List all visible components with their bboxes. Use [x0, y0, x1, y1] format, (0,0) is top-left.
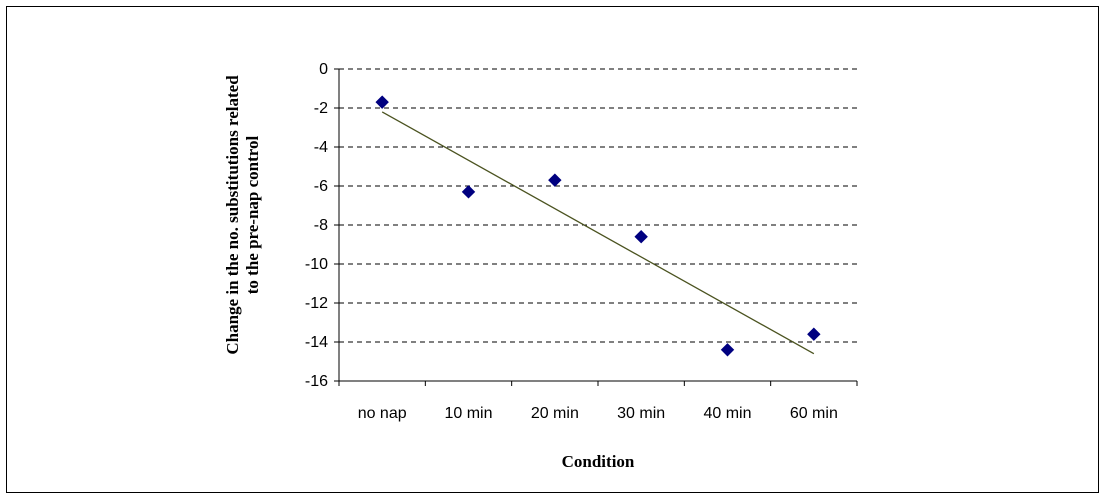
y-tick-label: -8 — [314, 217, 328, 234]
data-point-diamond — [720, 343, 735, 357]
x-tick-label: 60 min — [790, 405, 838, 422]
y-axis-title-line-1: Change in the no. substitutions related — [223, 75, 242, 355]
y-tick-label: -10 — [305, 256, 328, 273]
y-tick-label: -4 — [314, 139, 328, 156]
chart-frame — [6, 6, 1099, 493]
y-tick-label: -16 — [305, 373, 328, 390]
y-tick-labels: 0 -2 -4 -6 -8 -10 -12 -14 -16 — [305, 61, 339, 390]
x-tick-label: 10 min — [444, 405, 492, 422]
data-points — [375, 95, 821, 357]
x-tick-label: 40 min — [703, 405, 751, 422]
x-tick-label: 20 min — [531, 405, 579, 422]
y-tick-label: -6 — [314, 178, 328, 195]
y-tick-label: 0 — [319, 61, 328, 78]
x-tick-label: no nap — [358, 405, 407, 422]
y-axis-title-line-2: to the pre-nap control — [243, 135, 262, 294]
data-point-diamond — [461, 185, 476, 199]
data-point-diamond — [807, 327, 821, 341]
x-tick-label: 30 min — [617, 405, 665, 422]
linear-trendline — [381, 111, 815, 355]
trendline-layer — [381, 111, 815, 355]
data-point-diamond — [375, 95, 389, 109]
y-tick-label: -14 — [305, 334, 328, 351]
data-point-diamond — [548, 173, 562, 187]
data-point-diamond — [634, 229, 648, 244]
gridlines — [339, 68, 857, 343]
y-tick-label: -2 — [314, 100, 328, 117]
x-tick-labels: no nap 10 min 20 min 30 min 40 min 60 min — [338, 381, 858, 422]
y-tick-label: -12 — [305, 295, 328, 312]
x-axis-title: Condition — [562, 452, 635, 471]
